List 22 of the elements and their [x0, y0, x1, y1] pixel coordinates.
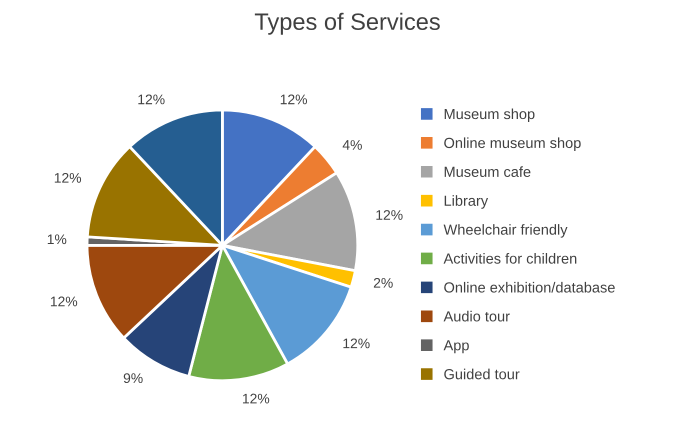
- chart-title: Types of Services: [254, 12, 440, 35]
- data-label: 12%: [50, 296, 78, 306]
- data-label: 12%: [280, 94, 308, 104]
- data-label: 9%: [124, 373, 143, 384]
- legend-label: Museum cafe: [444, 166, 530, 177]
- data-label: 4%: [342, 140, 362, 150]
- data-label: 12%: [343, 338, 370, 348]
- legend-label: Online museum shop: [444, 137, 581, 151]
- data-label: 1%: [48, 234, 66, 244]
- legend-label: App: [444, 340, 469, 354]
- data-label: 12%: [242, 394, 270, 404]
- legend-label: Wheelchair friendly: [444, 224, 568, 238]
- data-label: 12%: [138, 94, 165, 104]
- data-label: 12%: [376, 210, 403, 220]
- legend-label: Online exhibition/database: [444, 282, 615, 293]
- legend-label: Audio tour: [444, 310, 510, 322]
- data-label: 12%: [54, 172, 82, 183]
- legend-label: Guided tour: [444, 368, 520, 380]
- legend-label: Library: [444, 195, 488, 209]
- data-label: 2%: [374, 278, 393, 288]
- legend-label: Museum shop: [444, 108, 535, 122]
- legend-label: Activities for children: [444, 252, 576, 264]
